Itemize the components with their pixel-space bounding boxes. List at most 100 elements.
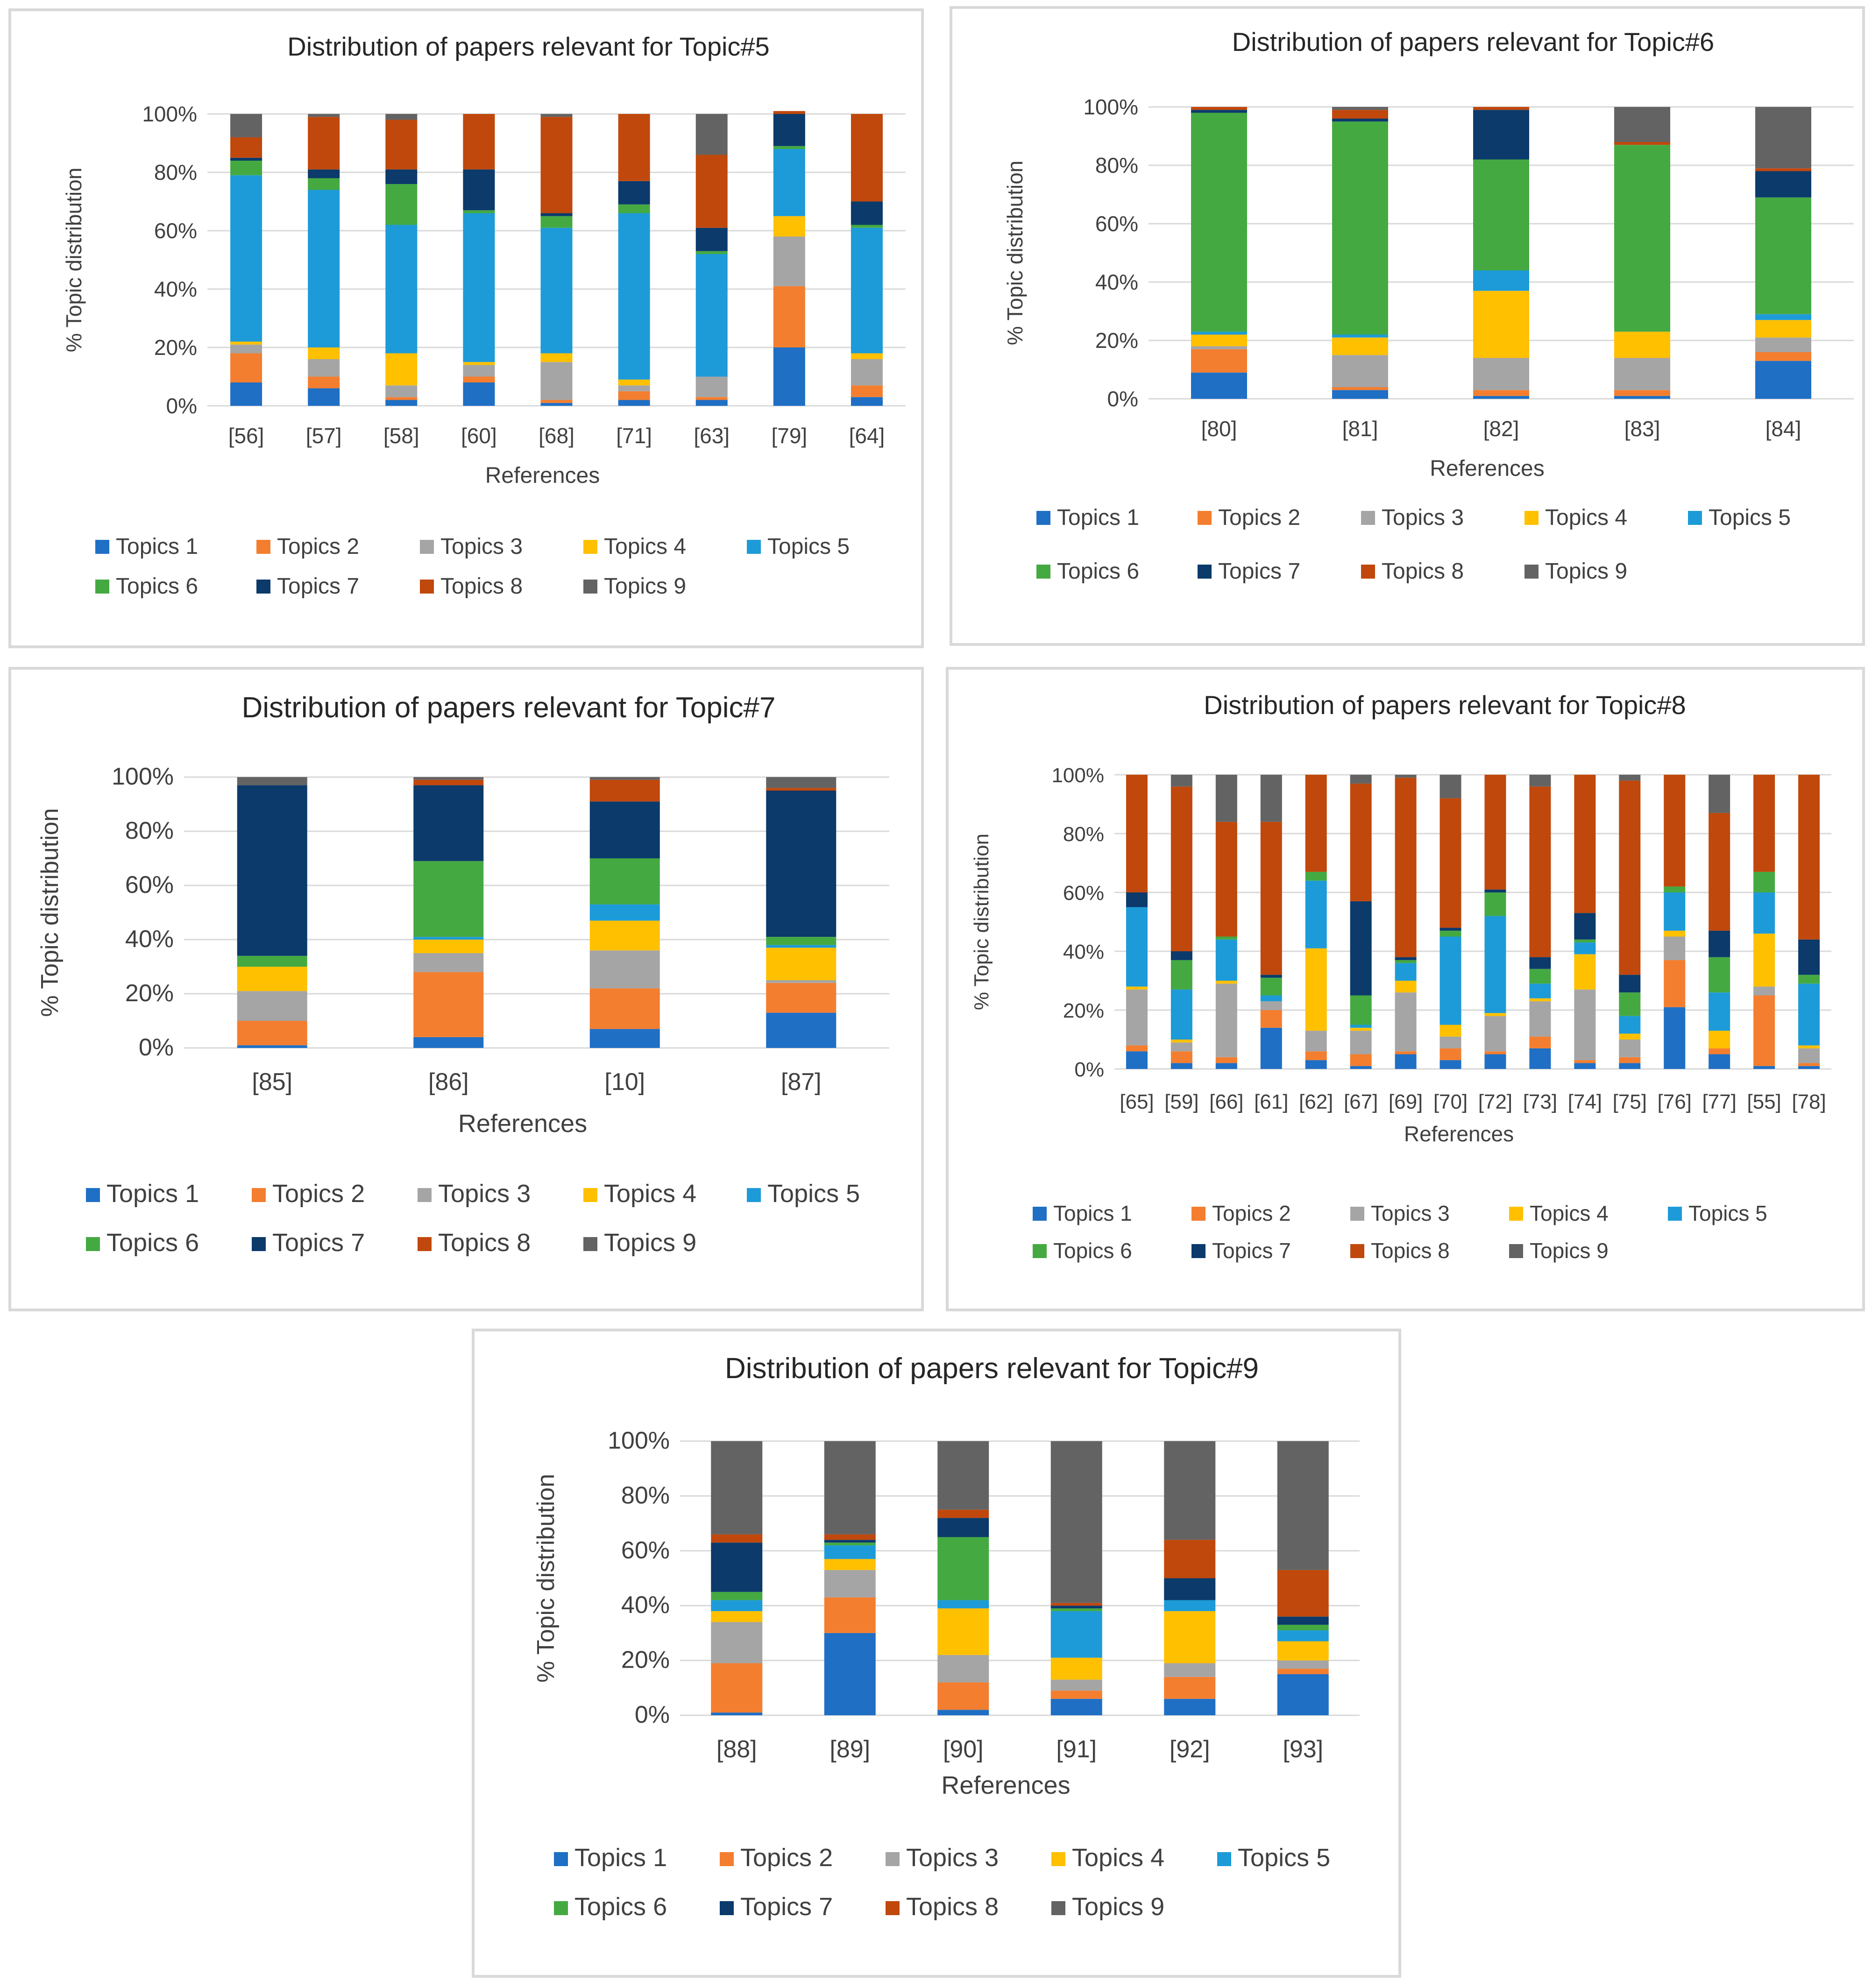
- bar-segment-topics-9: [824, 1441, 876, 1535]
- bar-segment-topics-8: [230, 137, 262, 158]
- bar-segment-topics-7: [540, 213, 573, 216]
- bar-segment-topics-4: [1529, 998, 1551, 1002]
- legend-swatch: [747, 1188, 761, 1202]
- bar-segment-topics-2: [385, 397, 418, 400]
- x-tick-label: [84]: [1766, 417, 1801, 441]
- legend-label: Topics 1: [1053, 1201, 1132, 1225]
- chart-title: Distribution of papers relevant for Topi…: [287, 32, 769, 61]
- bar-segment-topics-9: [711, 1441, 763, 1535]
- bar-segment-topics-1: [1126, 1051, 1148, 1069]
- bar-segment-topics-1: [1473, 396, 1529, 399]
- legend-swatch: [256, 540, 270, 554]
- legend-label: Topics 3: [438, 1180, 531, 1208]
- legend-item: Topics 8: [1361, 559, 1464, 584]
- y-tick-label: 100%: [1051, 764, 1104, 787]
- bar-segment-topics-6: [1350, 995, 1372, 1025]
- bar-segment-topics-4: [937, 1608, 989, 1655]
- y-tick-label: 100%: [112, 763, 174, 790]
- bar-segment-topics-5: [1439, 936, 1461, 1025]
- legend-label: Topics 4: [604, 1180, 696, 1208]
- bar-segment-topics-9: [1709, 775, 1730, 813]
- bar-segment-topics-4: [1305, 948, 1327, 1031]
- x-tick-label: [76]: [1658, 1090, 1692, 1113]
- bar-segment-topics-8: [1798, 775, 1820, 940]
- bar-segment-topics-7: [1755, 171, 1811, 198]
- chart-title: Distribution of papers relevant for Topi…: [1204, 690, 1686, 720]
- bar-segment-topics-3: [1574, 989, 1596, 1061]
- legend-item: Topics 3: [420, 534, 523, 559]
- legend-item: Topics 2: [252, 1180, 365, 1208]
- bar-segment-topics-2: [1260, 1010, 1282, 1028]
- y-tick-label: 60%: [621, 1537, 670, 1564]
- y-tick-label: 40%: [1063, 941, 1104, 963]
- bar-segment-topics-2: [1170, 1051, 1192, 1063]
- bar-segment-topics-4: [1614, 332, 1670, 358]
- bar-segment-topics-7: [1709, 930, 1730, 957]
- bar-segment-topics-8: [711, 1534, 763, 1543]
- legend-swatch: [1688, 511, 1702, 525]
- bar-segment-topics-3: [1473, 358, 1529, 390]
- bar-segment-topics-2: [766, 983, 837, 1013]
- bar-segment-topics-6: [463, 210, 495, 213]
- bar-segment-topics-5: [1619, 1016, 1641, 1034]
- y-tick-label: 100%: [1083, 95, 1138, 119]
- bar-segment-topics-6: [1215, 936, 1237, 940]
- bar-segment-topics-2: [589, 988, 660, 1029]
- legend-item: Topics 4: [1509, 1201, 1609, 1225]
- bar-segment-topics-1: [1277, 1674, 1329, 1715]
- bar-segment-topics-1: [237, 1045, 307, 1048]
- legend-swatch: [583, 1188, 597, 1202]
- legend-label: Topics 8: [440, 574, 523, 599]
- x-tick-label: [89]: [830, 1736, 870, 1763]
- bar-segment-topics-5: [773, 149, 805, 216]
- bar-segment-topics-3: [589, 950, 660, 989]
- bar-segment-topics-3: [766, 980, 837, 983]
- legend-item: Topics 7: [1198, 559, 1300, 584]
- bar-segment-topics-7: [463, 169, 495, 211]
- bar-segment-topics-3: [1332, 355, 1388, 387]
- legend-label: Topics 8: [906, 1893, 999, 1921]
- legend-item: Topics 4: [1525, 505, 1627, 530]
- bar-segment-topics-8: [1050, 1603, 1102, 1606]
- bar-segment-topics-4: [1191, 334, 1247, 347]
- bar-segment-topics-8: [308, 117, 340, 170]
- bar-segment-topics-7: [1473, 110, 1529, 160]
- chart-panel-topic-9: Distribution of papers relevant for Topi…: [472, 1329, 1401, 1978]
- y-tick-label: 0%: [166, 394, 197, 418]
- bar-segment-topics-7: [1798, 939, 1820, 975]
- bar-segment-topics-7: [1126, 892, 1148, 907]
- bar-segment-topics-1: [1614, 396, 1670, 399]
- x-tick-label: [60]: [461, 424, 497, 448]
- legend-item: Topics 4: [1051, 1844, 1164, 1872]
- chart-topic-5: Distribution of papers relevant for Topi…: [62, 32, 906, 599]
- bar-segment-topics-3: [385, 385, 418, 397]
- bar-segment-topics-5: [618, 213, 650, 380]
- legend-swatch: [1051, 1852, 1065, 1866]
- bar-segment-topics-4: [1755, 320, 1811, 338]
- bar-segment-topics-5: [1277, 1630, 1329, 1641]
- bar-segment-topics-5: [589, 904, 660, 921]
- x-tick-label: [80]: [1201, 417, 1237, 441]
- x-tick-label: [92]: [1170, 1736, 1210, 1763]
- chart-topic-8: Distribution of papers relevant for Topi…: [970, 690, 1831, 1263]
- y-tick-label: 20%: [621, 1647, 670, 1674]
- legend-swatch: [252, 1188, 266, 1202]
- legend-label: Topics 5: [767, 534, 850, 559]
- y-axis-label: % Topic distribution: [62, 168, 86, 352]
- bar-segment-topics-1: [1164, 1698, 1216, 1715]
- legend-label: Topics 6: [1053, 1238, 1132, 1263]
- x-axis-label: References: [941, 1771, 1070, 1799]
- legend-item: Topics 1: [95, 534, 198, 559]
- x-tick-label: [72]: [1478, 1090, 1512, 1113]
- legend-label: Topics 6: [116, 574, 198, 599]
- legend-label: Topics 3: [1382, 505, 1464, 530]
- bar-segment-topics-9: [695, 114, 728, 155]
- bar-segment-topics-2: [711, 1663, 763, 1713]
- legend-item: Topics 3: [1350, 1201, 1450, 1225]
- x-tick-label: [61]: [1254, 1090, 1288, 1113]
- bar-segment-topics-8: [540, 117, 573, 213]
- chart-panel-topic-7: Distribution of papers relevant for Topi…: [8, 667, 924, 1311]
- x-tick-label: [73]: [1523, 1090, 1557, 1113]
- legend-swatch: [1033, 1244, 1047, 1258]
- legend-item: Topics 6: [95, 574, 198, 599]
